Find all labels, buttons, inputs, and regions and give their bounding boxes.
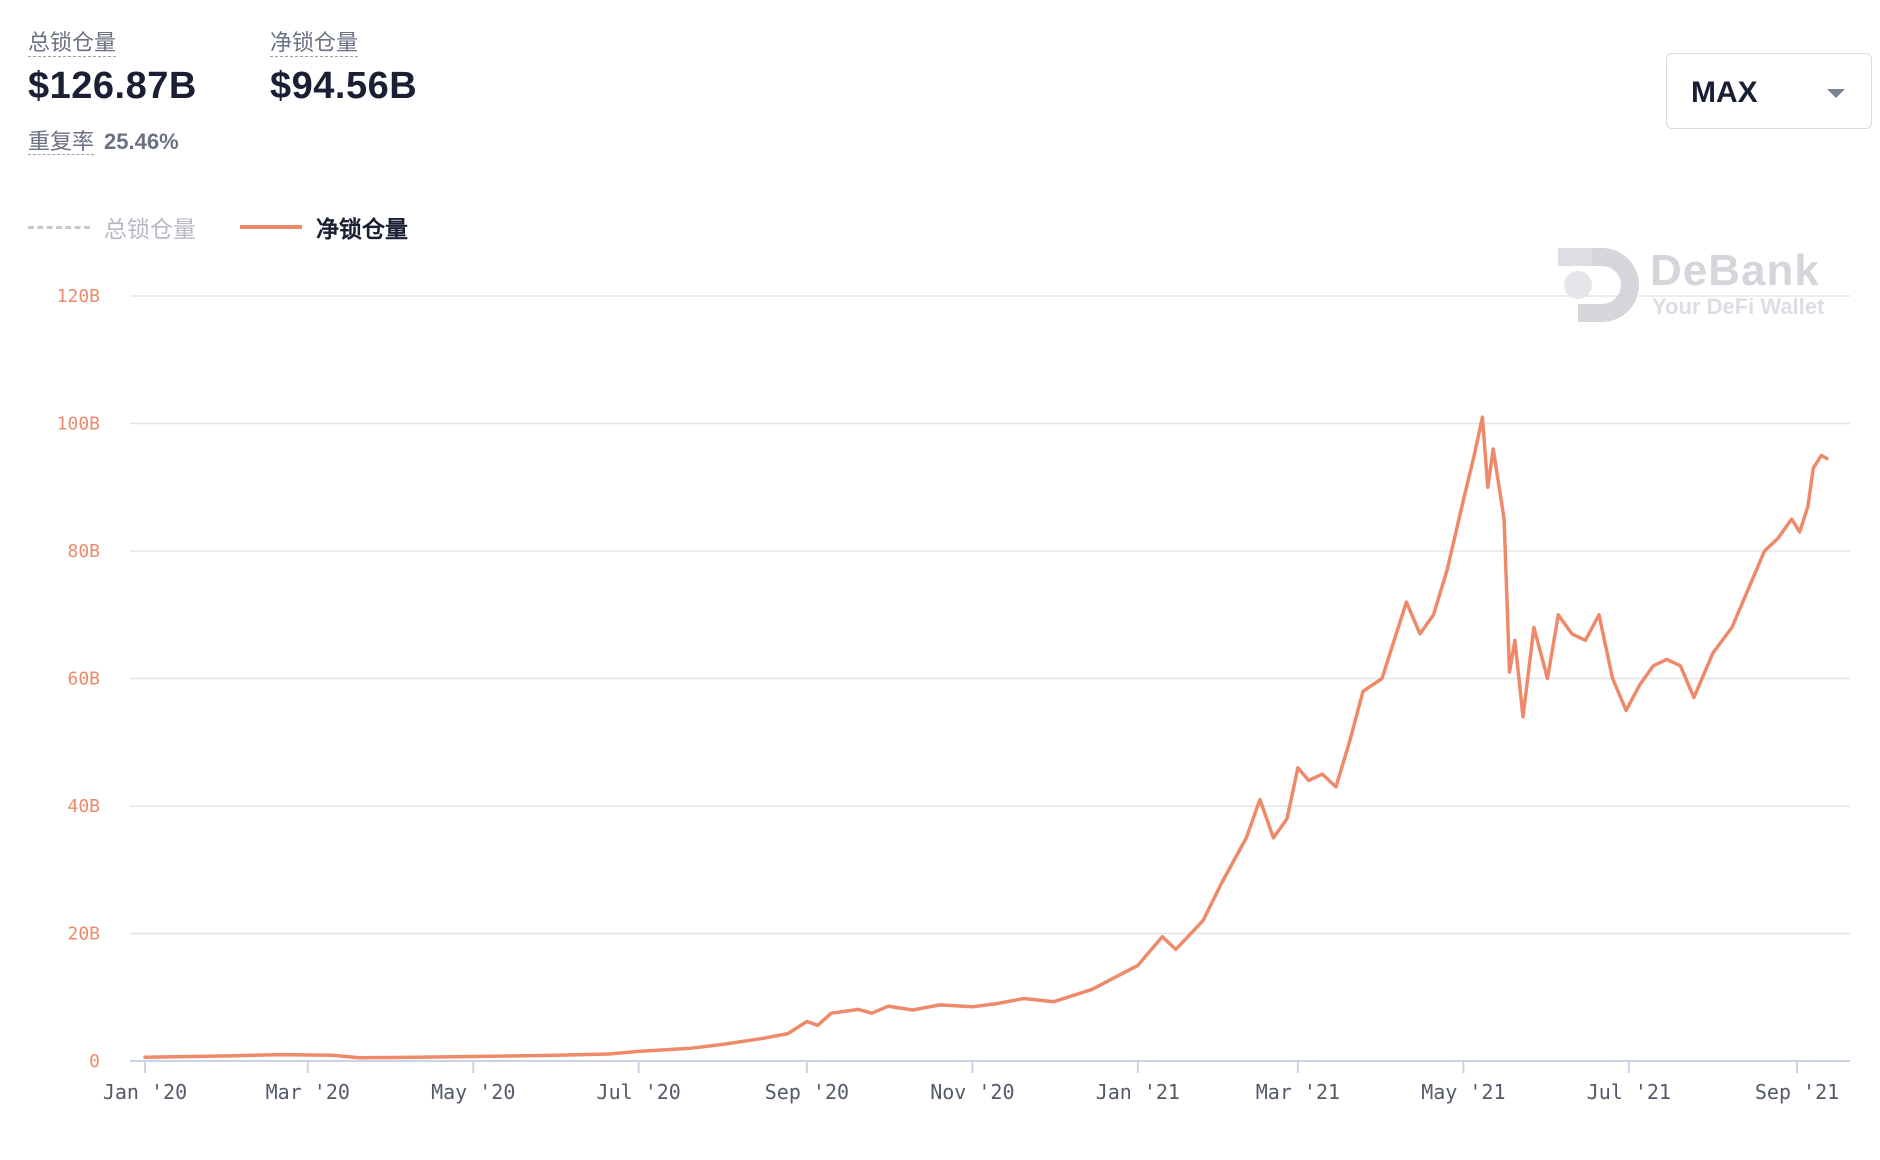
x-tick-label: Jul '20 — [597, 1080, 681, 1104]
chevron-down-icon — [1827, 89, 1845, 98]
legend-swatch-dashed — [28, 225, 90, 229]
y-tick-label: 40B — [67, 796, 100, 817]
repeat-rate-value: 25.46% — [104, 129, 179, 154]
x-tick-label: Mar '20 — [266, 1080, 350, 1104]
time-range-select[interactable]: MAX — [1666, 53, 1872, 129]
x-tick-label: Nov '20 — [930, 1080, 1014, 1104]
x-tick-label: Jan '21 — [1096, 1080, 1180, 1104]
series-line-net-tvl — [143, 415, 1829, 1060]
repeat-rate-label: 重复率 — [28, 129, 95, 155]
x-tick-label: Sep '20 — [765, 1080, 849, 1104]
y-tick-label: 120B — [57, 286, 100, 307]
debank-watermark: DeBank Your DeFi Wallet — [1558, 246, 1824, 327]
y-tick-label: 100B — [57, 414, 100, 435]
net-tvl-label: 净锁仓量 — [270, 30, 359, 57]
y-tick-label: 0 — [89, 1051, 100, 1072]
total-tvl-label: 总锁仓量 — [28, 30, 117, 57]
y-tick-label: 20B — [67, 924, 100, 945]
x-axis: Jan '20 Mar '20 May '20 Jul '20 Sep '20 Nov '… — [103, 1060, 1850, 1104]
legend-label-net-tvl: 净锁仓量 — [316, 216, 408, 242]
watermark-brand: DeBank — [1650, 246, 1820, 295]
time-range-value: MAX — [1691, 76, 1758, 109]
x-tick-label: May '21 — [1421, 1080, 1505, 1104]
debank-logo-icon — [1558, 248, 1639, 322]
y-axis: 0 20B 40B 60B 80B 100B 120B — [57, 286, 100, 1072]
x-tick-label: May '20 — [431, 1080, 515, 1104]
grid-lines — [130, 295, 1850, 935]
y-tick-label: 80B — [67, 541, 100, 562]
x-tick-label: Jul '21 — [1587, 1080, 1671, 1104]
x-tick-label: Jan '20 — [103, 1080, 187, 1104]
net-tvl-value: $94.56B — [270, 65, 418, 107]
total-tvl-value: $126.87B — [28, 65, 197, 107]
legend-item-net-tvl[interactable]: 净锁仓量 — [240, 210, 408, 244]
legend-swatch-solid — [240, 225, 302, 229]
total-tvl-stat: 总锁仓量 $126.87B — [28, 30, 197, 108]
watermark-slogan: Your DeFi Wallet — [1652, 294, 1825, 319]
repeat-rate: 重复率 25.46% — [28, 124, 179, 156]
legend-item-total-tvl[interactable]: 总锁仓量 — [28, 210, 196, 244]
x-tick-label: Sep '21 — [1755, 1080, 1839, 1104]
x-tick-label: Mar '21 — [1256, 1080, 1340, 1104]
net-tvl-stat: 净锁仓量 $94.56B — [270, 30, 417, 108]
series-layer — [143, 415, 1829, 1060]
legend-label-total-tvl: 总锁仓量 — [104, 216, 196, 242]
y-tick-label: 60B — [67, 669, 100, 690]
